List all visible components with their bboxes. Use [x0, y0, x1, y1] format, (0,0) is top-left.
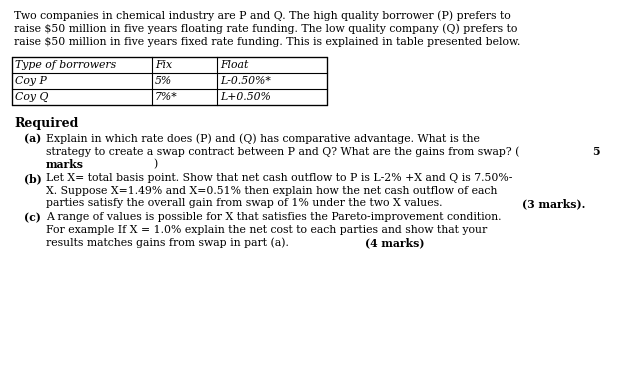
Text: (4 marks): (4 marks): [366, 237, 425, 248]
Text: L+0.50%: L+0.50%: [220, 91, 271, 101]
Text: 5%: 5%: [155, 76, 172, 86]
Text: raise $50 million in five years fixed rate funding. This is explained in table p: raise $50 million in five years fixed ra…: [14, 37, 521, 47]
Text: results matches gains from swap in part (a).: results matches gains from swap in part …: [46, 237, 296, 248]
Text: (a): (a): [24, 134, 41, 144]
Text: strategy to create a swap contract between P and Q? What are the gains from swap: strategy to create a swap contract betwe…: [46, 146, 523, 157]
Text: Fix: Fix: [155, 60, 172, 70]
Text: Float: Float: [220, 60, 248, 70]
Text: 7%*: 7%*: [155, 91, 178, 101]
Text: L-0.50%*: L-0.50%*: [220, 76, 271, 86]
Text: Coy Q: Coy Q: [15, 91, 48, 101]
Bar: [12, 56, 327, 104]
Text: Type of borrowers: Type of borrowers: [15, 60, 116, 70]
Text: parties satisfy the overall gain from swap of 1% under the two X values.: parties satisfy the overall gain from sw…: [46, 198, 453, 208]
Text: Let X= total basis point. Show that net cash outflow to P is L-2% +X and Q is 7.: Let X= total basis point. Show that net …: [46, 173, 512, 183]
Text: (b): (b): [24, 173, 41, 184]
Text: Two companies in chemical industry are P and Q. The high quality borrower (P) pr: Two companies in chemical industry are P…: [14, 10, 511, 21]
Text: For example If X = 1.0% explain the net cost to each parties and show that your: For example If X = 1.0% explain the net …: [46, 225, 487, 235]
Text: marks: marks: [46, 159, 84, 169]
Text: (3 marks).: (3 marks).: [523, 198, 586, 209]
Text: raise $50 million in five years floating rate funding. The low quality company (: raise $50 million in five years floating…: [14, 23, 517, 34]
Text: ): ): [153, 159, 158, 169]
Text: 5: 5: [593, 146, 600, 157]
Text: A range of values is possible for X that satisfies the Pareto-improvement condit: A range of values is possible for X that…: [46, 212, 501, 222]
Text: Explain in which rate does (P) and (Q) has comparative advantage. What is the: Explain in which rate does (P) and (Q) h…: [46, 134, 480, 144]
Text: X. Suppose X=1.49% and X=0.51% then explain how the net cash outflow of each: X. Suppose X=1.49% and X=0.51% then expl…: [46, 185, 498, 195]
Text: (c): (c): [24, 212, 41, 223]
Text: Required: Required: [14, 116, 78, 129]
Text: Coy P: Coy P: [15, 76, 47, 86]
